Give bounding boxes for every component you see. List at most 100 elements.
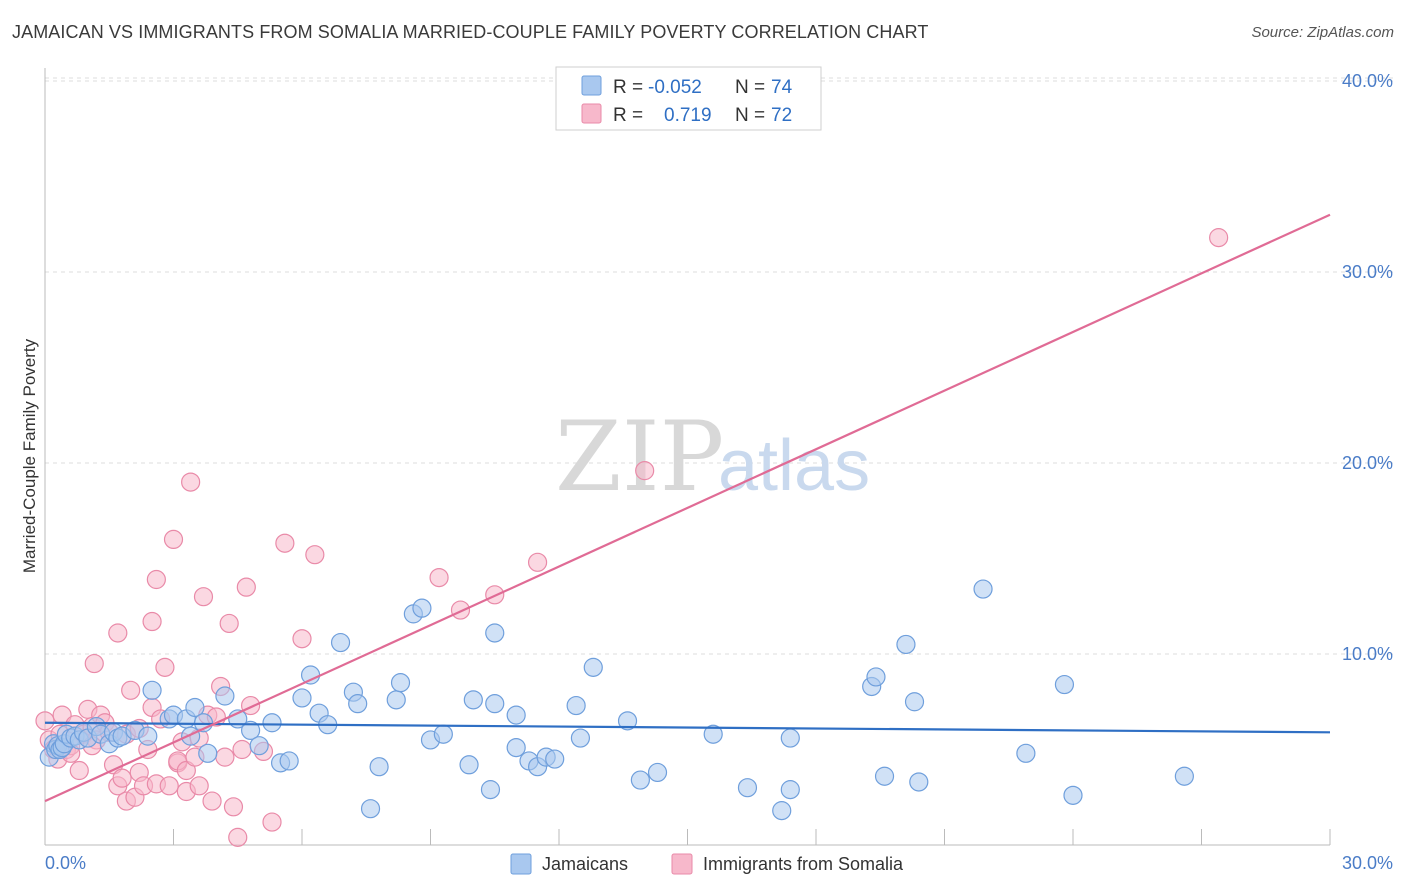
legend-r-label-1: R = (613, 77, 643, 98)
bottom-legend-somalia: Immigrants from Somalia (703, 854, 904, 874)
y-tick-label-10: 10.0% (1342, 644, 1393, 664)
jamaicans-point (780, 728, 800, 748)
watermark: ZIP atlas (555, 401, 870, 513)
somalia-point (236, 577, 256, 597)
jamaicans-point (866, 667, 886, 687)
somalia-point (84, 653, 104, 674)
somalia-point (159, 776, 179, 796)
series-jamaicans-points (39, 579, 1194, 821)
somalia-point (193, 587, 214, 607)
jamaicans-point (369, 757, 389, 777)
jamaicans-point (485, 694, 505, 714)
jamaicans-point (390, 673, 411, 693)
somalia-point (275, 533, 295, 553)
legend-n-label-2: N = (735, 105, 765, 126)
jamaicans-point (249, 736, 269, 756)
y-tick-label-20: 20.0% (1342, 453, 1393, 473)
somalia-point (450, 600, 471, 620)
somalia-point (108, 623, 128, 643)
jamaicans-point (506, 737, 526, 758)
legend-box: R = -0.052 N = 74 R = 0.719 N = 72 (555, 66, 822, 131)
watermark-atlas: atlas (718, 426, 870, 506)
jamaicans-point (617, 711, 638, 731)
legend-r-value-2: 0.719 (664, 105, 712, 126)
jamaicans-point (330, 632, 351, 653)
somalia-point (121, 680, 141, 700)
somalia-point (202, 791, 222, 811)
x-tick-label-30: 30.0% (1342, 853, 1393, 873)
bottom-legend: Jamaicans Immigrants from Somalia (510, 853, 904, 875)
jamaicans-point (463, 690, 483, 710)
jamaicans-point (433, 724, 453, 744)
somalia-point (52, 705, 72, 725)
bottom-legend-swatch-jamaicans (510, 853, 532, 875)
somalia-point (228, 827, 248, 847)
legend-swatch-jamaicans (581, 75, 602, 96)
somalia-trend-line (44, 213, 1331, 803)
source-label: Source: ZipAtlas.com (1251, 24, 1394, 41)
legend-n-value-1: 74 (771, 77, 793, 98)
jamaicans-point (1016, 743, 1036, 763)
jamaicans-point (360, 799, 381, 819)
jamaicans-point (292, 688, 312, 708)
jamaicans-point (198, 743, 218, 763)
somalia-point (215, 747, 235, 767)
jamaicans-point (300, 665, 321, 685)
somalia-point (176, 760, 196, 781)
jamaicans-point (737, 778, 758, 798)
jamaicans-point (772, 801, 792, 821)
legend-swatch-somalia (581, 103, 602, 124)
jamaicans-point (904, 692, 925, 712)
grid-layer (45, 77, 1395, 655)
somalia-point (142, 611, 162, 632)
jamaicans-point (279, 751, 299, 771)
jamaicans-point (241, 720, 261, 741)
jamaicans-point (506, 705, 526, 725)
y-tick-label-40: 40.0% (1342, 71, 1393, 91)
jamaicans-point (485, 623, 505, 643)
bottom-legend-jamaicans: Jamaicans (542, 854, 628, 874)
somalia-point (163, 529, 184, 550)
jamaicans-point (262, 713, 282, 733)
somalia-point (219, 613, 239, 634)
somalia-point (181, 472, 201, 492)
somalia-point (35, 711, 55, 731)
jamaicans-point (566, 695, 586, 716)
legend-n-value-2: 72 (771, 105, 792, 126)
jamaicans-point (138, 726, 158, 746)
somalia-point (429, 567, 449, 588)
jamaicans-trend-line (44, 721, 1331, 734)
jamaicans-point (412, 598, 432, 618)
somalia-point (635, 461, 655, 481)
somalia-point (189, 776, 209, 796)
jamaicans-point (459, 755, 479, 775)
trend-lines (44, 213, 1331, 803)
somalia-point (1209, 228, 1229, 248)
jamaicans-point (1063, 785, 1083, 805)
somalia-point (69, 760, 89, 781)
jamaicans-point (780, 780, 800, 800)
jamaicans-point (647, 762, 668, 783)
somalia-point (292, 629, 312, 649)
y-tick-label-30: 30.0% (1342, 262, 1393, 282)
jamaicans-point (896, 634, 916, 655)
jamaicans-point (142, 680, 162, 700)
legend-r-label-2: R = (613, 105, 643, 126)
somalia-point (527, 552, 548, 572)
somalia-point (223, 797, 244, 817)
somalia-point (232, 739, 252, 760)
jamaicans-point (545, 749, 565, 769)
jamaicans-point (215, 686, 235, 706)
jamaicans-point (874, 766, 895, 786)
jamaicans-point (630, 770, 650, 790)
somalia-point (305, 545, 325, 565)
jamaicans-point (703, 724, 723, 744)
jamaicans-point (181, 726, 201, 746)
jamaicans-point (185, 697, 205, 718)
somalia-point (155, 657, 175, 677)
jamaicans-point (583, 657, 603, 677)
jamaicans-point (386, 690, 406, 710)
jamaicans-point (1174, 766, 1194, 786)
somalia-point (262, 812, 282, 832)
